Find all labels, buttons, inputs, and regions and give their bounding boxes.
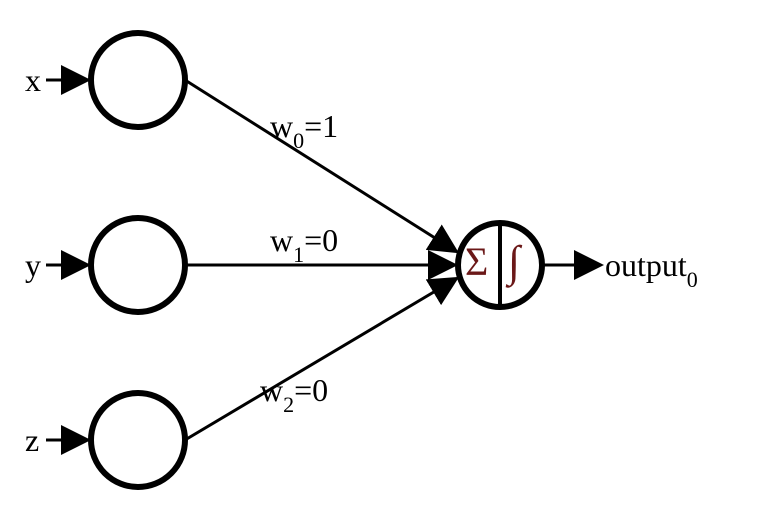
label-x: x <box>25 62 41 99</box>
integral-symbol: ∫ <box>508 236 520 287</box>
label-w1: w1=0 <box>270 222 338 264</box>
label-output: output0 <box>605 247 698 289</box>
node-input-y <box>91 218 185 312</box>
node-input-x <box>91 33 185 127</box>
edge-w2 <box>185 280 454 440</box>
sigma-symbol: Σ <box>465 238 488 285</box>
label-y: y <box>25 247 41 284</box>
label-z: z <box>25 422 39 459</box>
label-w0: w0=1 <box>270 108 338 150</box>
node-input-z <box>91 393 185 487</box>
label-w2: w2=0 <box>260 372 328 414</box>
neural-network-diagram: x y z w0=1 w1=0 w2=0 Σ ∫ output0 <box>0 0 766 514</box>
